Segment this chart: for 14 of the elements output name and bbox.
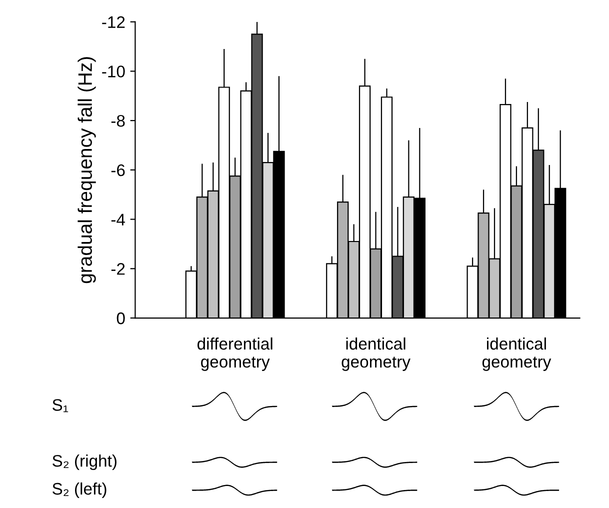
y-axis-title: gradual frequency fall (Hz) bbox=[78, 57, 96, 284]
text: S₁ bbox=[52, 399, 68, 412]
y-tick-label: -6 bbox=[111, 164, 125, 176]
y-tick-label: 0 bbox=[116, 312, 125, 324]
text: S₂ (right) bbox=[52, 454, 116, 470]
text: S₂ (left) bbox=[52, 482, 106, 498]
y-tick-label: -2 bbox=[111, 263, 125, 275]
x-tick-label: differential geometry bbox=[197, 337, 272, 371]
y-tick-label: -10 bbox=[102, 66, 125, 78]
y-tick-label: -12 bbox=[102, 16, 125, 28]
x-tick-label: identical geometry bbox=[342, 337, 410, 371]
y-tick-label: -4 bbox=[111, 214, 125, 226]
x-tick-label: identical geometry bbox=[482, 337, 552, 371]
y-tick-label: -8 bbox=[111, 114, 125, 127]
